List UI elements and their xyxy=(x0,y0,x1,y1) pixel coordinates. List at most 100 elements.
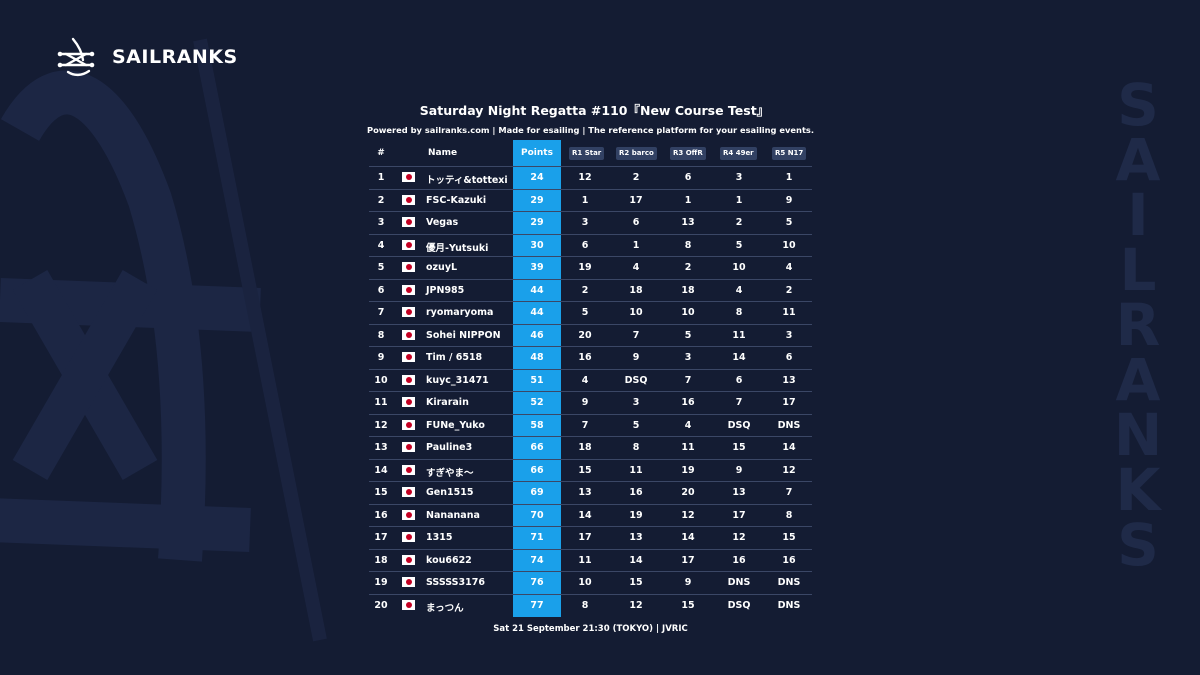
japan-flag-icon xyxy=(402,352,415,362)
row-race-3: 9 xyxy=(684,577,692,588)
row-race-1: 3 xyxy=(581,217,589,228)
row-race-4: 5 xyxy=(735,239,743,251)
row-name: JPN985 xyxy=(426,284,465,296)
row-rank: 10 xyxy=(374,374,388,386)
table-row: 16 Nananana 70 14 19 12 17 8 xyxy=(369,503,812,527)
watermark-letter: L xyxy=(1119,236,1157,304)
row-race-4: 7 xyxy=(735,397,743,408)
row-race-4: 2 xyxy=(735,217,743,228)
watermark-letter: I xyxy=(1127,181,1149,249)
table-row: 12 FUNe_Yuko 58 7 5 4 DSQ DNS xyxy=(369,413,812,437)
row-race-2: 5 xyxy=(632,419,640,431)
row-race-1: 12 xyxy=(578,172,592,183)
row-points: 48 xyxy=(530,352,544,363)
row-race-3: 6 xyxy=(684,172,692,183)
row-name: まっつん xyxy=(426,602,464,614)
row-points: 58 xyxy=(530,419,544,431)
sailranks-logo-icon xyxy=(57,37,95,77)
row-race-1: 5 xyxy=(581,307,589,318)
table-row: 17 1315 71 17 13 14 12 15 xyxy=(369,526,812,549)
row-rank: 18 xyxy=(374,554,388,566)
row-race-1: 2 xyxy=(581,284,589,296)
table-row: 13 Pauline3 66 18 8 11 15 14 xyxy=(369,436,812,459)
table-row: 6 JPN985 44 2 18 18 4 2 xyxy=(369,278,812,302)
table-row: 9 Tim / 6518 48 16 9 3 14 6 xyxy=(369,346,812,369)
row-race-5: 11 xyxy=(782,307,796,318)
watermark-letter: A xyxy=(1115,126,1161,194)
row-race-2: 2 xyxy=(632,172,640,183)
row-race-2: 4 xyxy=(632,262,640,273)
row-race-2: 13 xyxy=(629,532,643,543)
row-race-1: 6 xyxy=(581,239,589,251)
row-rank: 4 xyxy=(377,239,385,251)
row-race-2: 3 xyxy=(632,397,640,408)
row-points: 70 xyxy=(530,509,544,521)
japan-flag-icon xyxy=(402,464,415,475)
row-race-5: DNS xyxy=(777,599,801,611)
row-race-1: 9 xyxy=(581,397,589,408)
row-points: 44 xyxy=(530,284,544,296)
row-rank: 15 xyxy=(374,487,388,498)
row-race-3: 8 xyxy=(684,239,692,251)
row-race-5: DNS xyxy=(777,419,801,431)
results-table: # Name Points R1 Star R2 barco R3 OffR R… xyxy=(369,140,812,617)
row-race-3: 10 xyxy=(681,307,695,318)
row-race-5: 12 xyxy=(782,464,796,476)
row-race-4: 10 xyxy=(732,262,746,273)
row-name: Sohei NIPPON xyxy=(426,329,501,341)
header-race-5: R5 N17 xyxy=(772,147,807,160)
event-title: Saturday Night Regatta #110『New Course T… xyxy=(419,103,770,118)
table-row: 14 すぎやま～ 66 15 11 19 9 12 xyxy=(369,458,812,482)
watermark-letter: S xyxy=(1117,71,1159,139)
row-rank: 1 xyxy=(377,172,385,183)
row-race-3: 18 xyxy=(681,284,695,296)
table-row: 3 Vegas 29 3 6 13 2 5 xyxy=(369,211,812,234)
row-race-5: 9 xyxy=(785,194,793,206)
row-race-1: 19 xyxy=(578,262,592,273)
japan-flag-icon xyxy=(402,509,415,520)
row-points: 29 xyxy=(530,217,544,228)
watermark-letter: S xyxy=(1117,511,1159,579)
row-race-2: 12 xyxy=(629,599,643,611)
row-points: 66 xyxy=(530,442,544,453)
japan-flag-icon xyxy=(402,599,415,610)
row-race-4: 9 xyxy=(735,464,743,476)
row-race-1: 10 xyxy=(578,577,592,588)
row-race-2: 19 xyxy=(629,509,643,521)
row-name: Tim / 6518 xyxy=(426,352,483,363)
japan-flag-icon xyxy=(402,554,415,565)
row-race-4: 4 xyxy=(735,284,743,296)
row-name: 優月-Yutsuki xyxy=(426,242,489,254)
row-name: ryomaryoma xyxy=(426,307,494,318)
row-race-4: 12 xyxy=(732,532,746,543)
watermark-letter: R xyxy=(1115,291,1161,359)
event-footer: Sat 21 September 21:30 (TOKYO) | JVRIC xyxy=(493,624,688,634)
header-race-3: R3 OffR xyxy=(670,147,706,160)
row-race-3: 7 xyxy=(684,374,692,386)
row-race-3: 1 xyxy=(684,194,692,206)
row-race-2: 8 xyxy=(632,442,640,453)
row-points: 74 xyxy=(530,554,544,566)
row-name: Nananana xyxy=(426,509,480,521)
row-name: ozuyL xyxy=(426,262,458,273)
row-name: トッティ&tottexi xyxy=(426,175,508,186)
row-race-2: 17 xyxy=(629,194,643,206)
japan-flag-icon xyxy=(402,194,415,205)
row-race-3: 16 xyxy=(681,397,695,408)
row-rank: 3 xyxy=(377,217,385,228)
table-row: 8 Sohei NIPPON 46 20 7 5 11 3 xyxy=(369,323,812,347)
row-race-4: 3 xyxy=(735,172,743,183)
row-points: 30 xyxy=(530,239,544,251)
event-subtitle: Powered by sailranks.com | Made for esai… xyxy=(366,125,815,135)
table-row: 2 FSC-Kazuki 29 1 17 1 1 9 xyxy=(369,188,812,212)
japan-flag-icon xyxy=(402,419,415,430)
row-race-5: 17 xyxy=(782,397,796,408)
row-rank: 9 xyxy=(377,352,385,363)
row-race-3: 17 xyxy=(681,554,695,566)
row-race-2: 16 xyxy=(629,487,643,498)
row-race-3: 3 xyxy=(684,352,692,363)
row-points: 29 xyxy=(530,194,544,206)
table-row: 1 トッティ&tottexi 24 12 2 6 3 1 xyxy=(369,166,812,189)
row-race-4: 8 xyxy=(735,307,743,318)
